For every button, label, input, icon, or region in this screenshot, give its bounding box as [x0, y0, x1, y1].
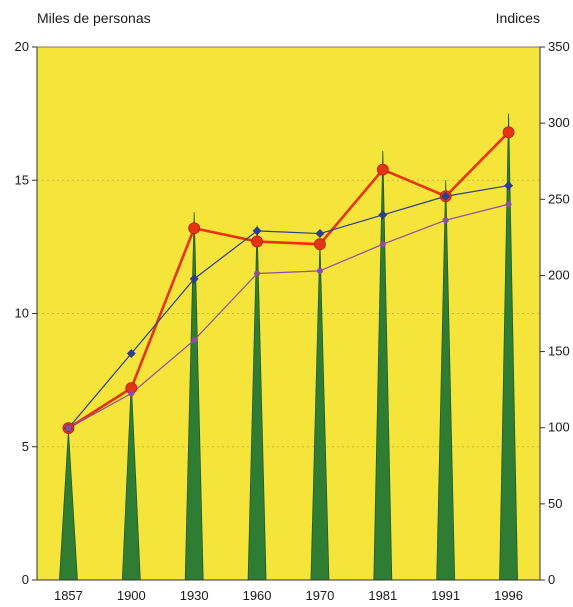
- x-tick-label-3: 1960: [243, 588, 272, 603]
- y-right-tick-label-7: 350: [548, 39, 570, 54]
- series-1-point-1960: [251, 235, 263, 248]
- series-2-point-1900: [126, 348, 136, 358]
- series-1-point-1981: [376, 163, 389, 176]
- series-1-point-1970: [314, 238, 326, 251]
- series-3-point-1960: [254, 270, 261, 277]
- series-3-point-1900: [128, 390, 135, 397]
- x-tick-label-7: 1996: [494, 588, 523, 603]
- y-right-tick-label-3: 150: [548, 344, 570, 359]
- y-left-tick-label-1: 5: [22, 439, 29, 454]
- x-tick-label-5: 1981: [368, 588, 397, 603]
- line-layer: [67, 131, 510, 430]
- y-left-tick-label-2: 10: [15, 306, 29, 321]
- series-3-point-1930: [191, 337, 198, 344]
- y-right-tick-label-1: 50: [548, 496, 562, 511]
- series-2-point-1930: [189, 274, 199, 284]
- series-3-point-1996: [505, 201, 512, 208]
- x-tick-label-1: 1900: [117, 588, 146, 603]
- y-axis-left-title: Miles de personas: [37, 10, 151, 26]
- y-right-tick-label-5: 250: [548, 191, 570, 206]
- y-left-tick-label-4: 20: [15, 39, 29, 54]
- series-line-2: [67, 184, 509, 429]
- y-axis-right-title: Indices: [496, 10, 540, 26]
- y-right-tick-label-0: 0: [548, 572, 555, 587]
- series-1-point-1996: [502, 126, 515, 139]
- series-2-point-1991: [441, 191, 451, 201]
- x-tick-label-4: 1970: [305, 588, 334, 603]
- y-left-tick-label-3: 15: [15, 172, 29, 187]
- series-2-point-1996: [504, 181, 514, 191]
- series-2-point-1981: [378, 210, 388, 220]
- grid-layer: [37, 179, 540, 448]
- series-3-point-1857: [65, 425, 72, 432]
- y-right-tick-label-4: 200: [548, 267, 570, 282]
- series-2-point-1970: [315, 229, 325, 239]
- y-left-tick-label-0: 0: [22, 572, 29, 587]
- series-1-point-1930: [188, 222, 201, 235]
- point-layer: [62, 126, 515, 434]
- series-3-point-1991: [442, 217, 449, 224]
- x-tick-label-6: 1991: [431, 588, 460, 603]
- series-2-point-1960: [252, 226, 262, 236]
- series-3-point-1970: [316, 267, 323, 274]
- x-tick-label-0: 1857: [54, 588, 83, 603]
- y-right-tick-label-2: 100: [548, 420, 570, 435]
- x-tick-label-2: 1930: [180, 588, 209, 603]
- series-line-3: [68, 203, 509, 429]
- series-line-1: [67, 131, 510, 430]
- series-3-point-1981: [379, 241, 386, 248]
- y-right-tick-label-6: 300: [548, 115, 570, 130]
